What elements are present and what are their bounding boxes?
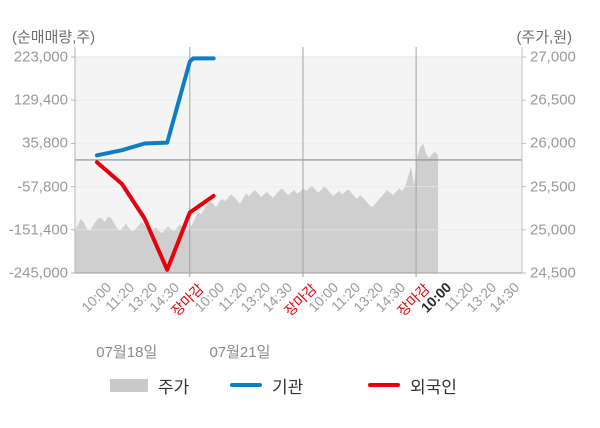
right-axis-tick-label: 26,500 — [530, 91, 576, 109]
left-axis-tick-label: -245,000 — [8, 264, 68, 282]
left-axis-title: (순매매량,주) — [12, 29, 96, 46]
date-label: 07월21일 — [209, 344, 271, 361]
left-axis-tick-label: 223,000 — [13, 48, 68, 66]
right-axis-tick-label: 25,500 — [530, 178, 576, 196]
institution-line-swatch-icon — [230, 383, 262, 387]
left-axis-tick-label: -151,400 — [8, 221, 68, 239]
left-axis-tick-label: -57,800 — [17, 178, 68, 196]
right-axis-tick-label: 27,000 — [530, 48, 576, 66]
chart-legend: 주가 기관 외국인 — [0, 374, 600, 402]
date-label: 07월18일 — [96, 344, 158, 361]
left-axis-tick-label: 35,800 — [22, 134, 68, 152]
legend-item-price: 주가 — [110, 374, 190, 397]
right-axis-tick-label: 26,000 — [530, 134, 576, 152]
right-axis-tick-label: 25,000 — [530, 221, 576, 239]
legend-item-institution: 기관 — [230, 374, 304, 397]
price-area-swatch-icon — [110, 378, 148, 392]
legend-label-institution: 기관 — [272, 377, 304, 397]
right-axis-tick-label: 24,500 — [530, 264, 576, 282]
foreigner-line — [95, 160, 216, 272]
legend-label-foreigner: 외국인 — [410, 377, 457, 397]
legend-item-foreigner: 외국인 — [368, 374, 457, 397]
institution-line — [95, 56, 216, 158]
foreigner-line-swatch-icon — [368, 383, 400, 387]
right-axis-title: (주가,원) — [516, 29, 572, 46]
legend-label-price: 주가 — [158, 377, 190, 397]
left-axis-tick-label: 129,400 — [13, 91, 68, 109]
price-area — [75, 143, 439, 273]
